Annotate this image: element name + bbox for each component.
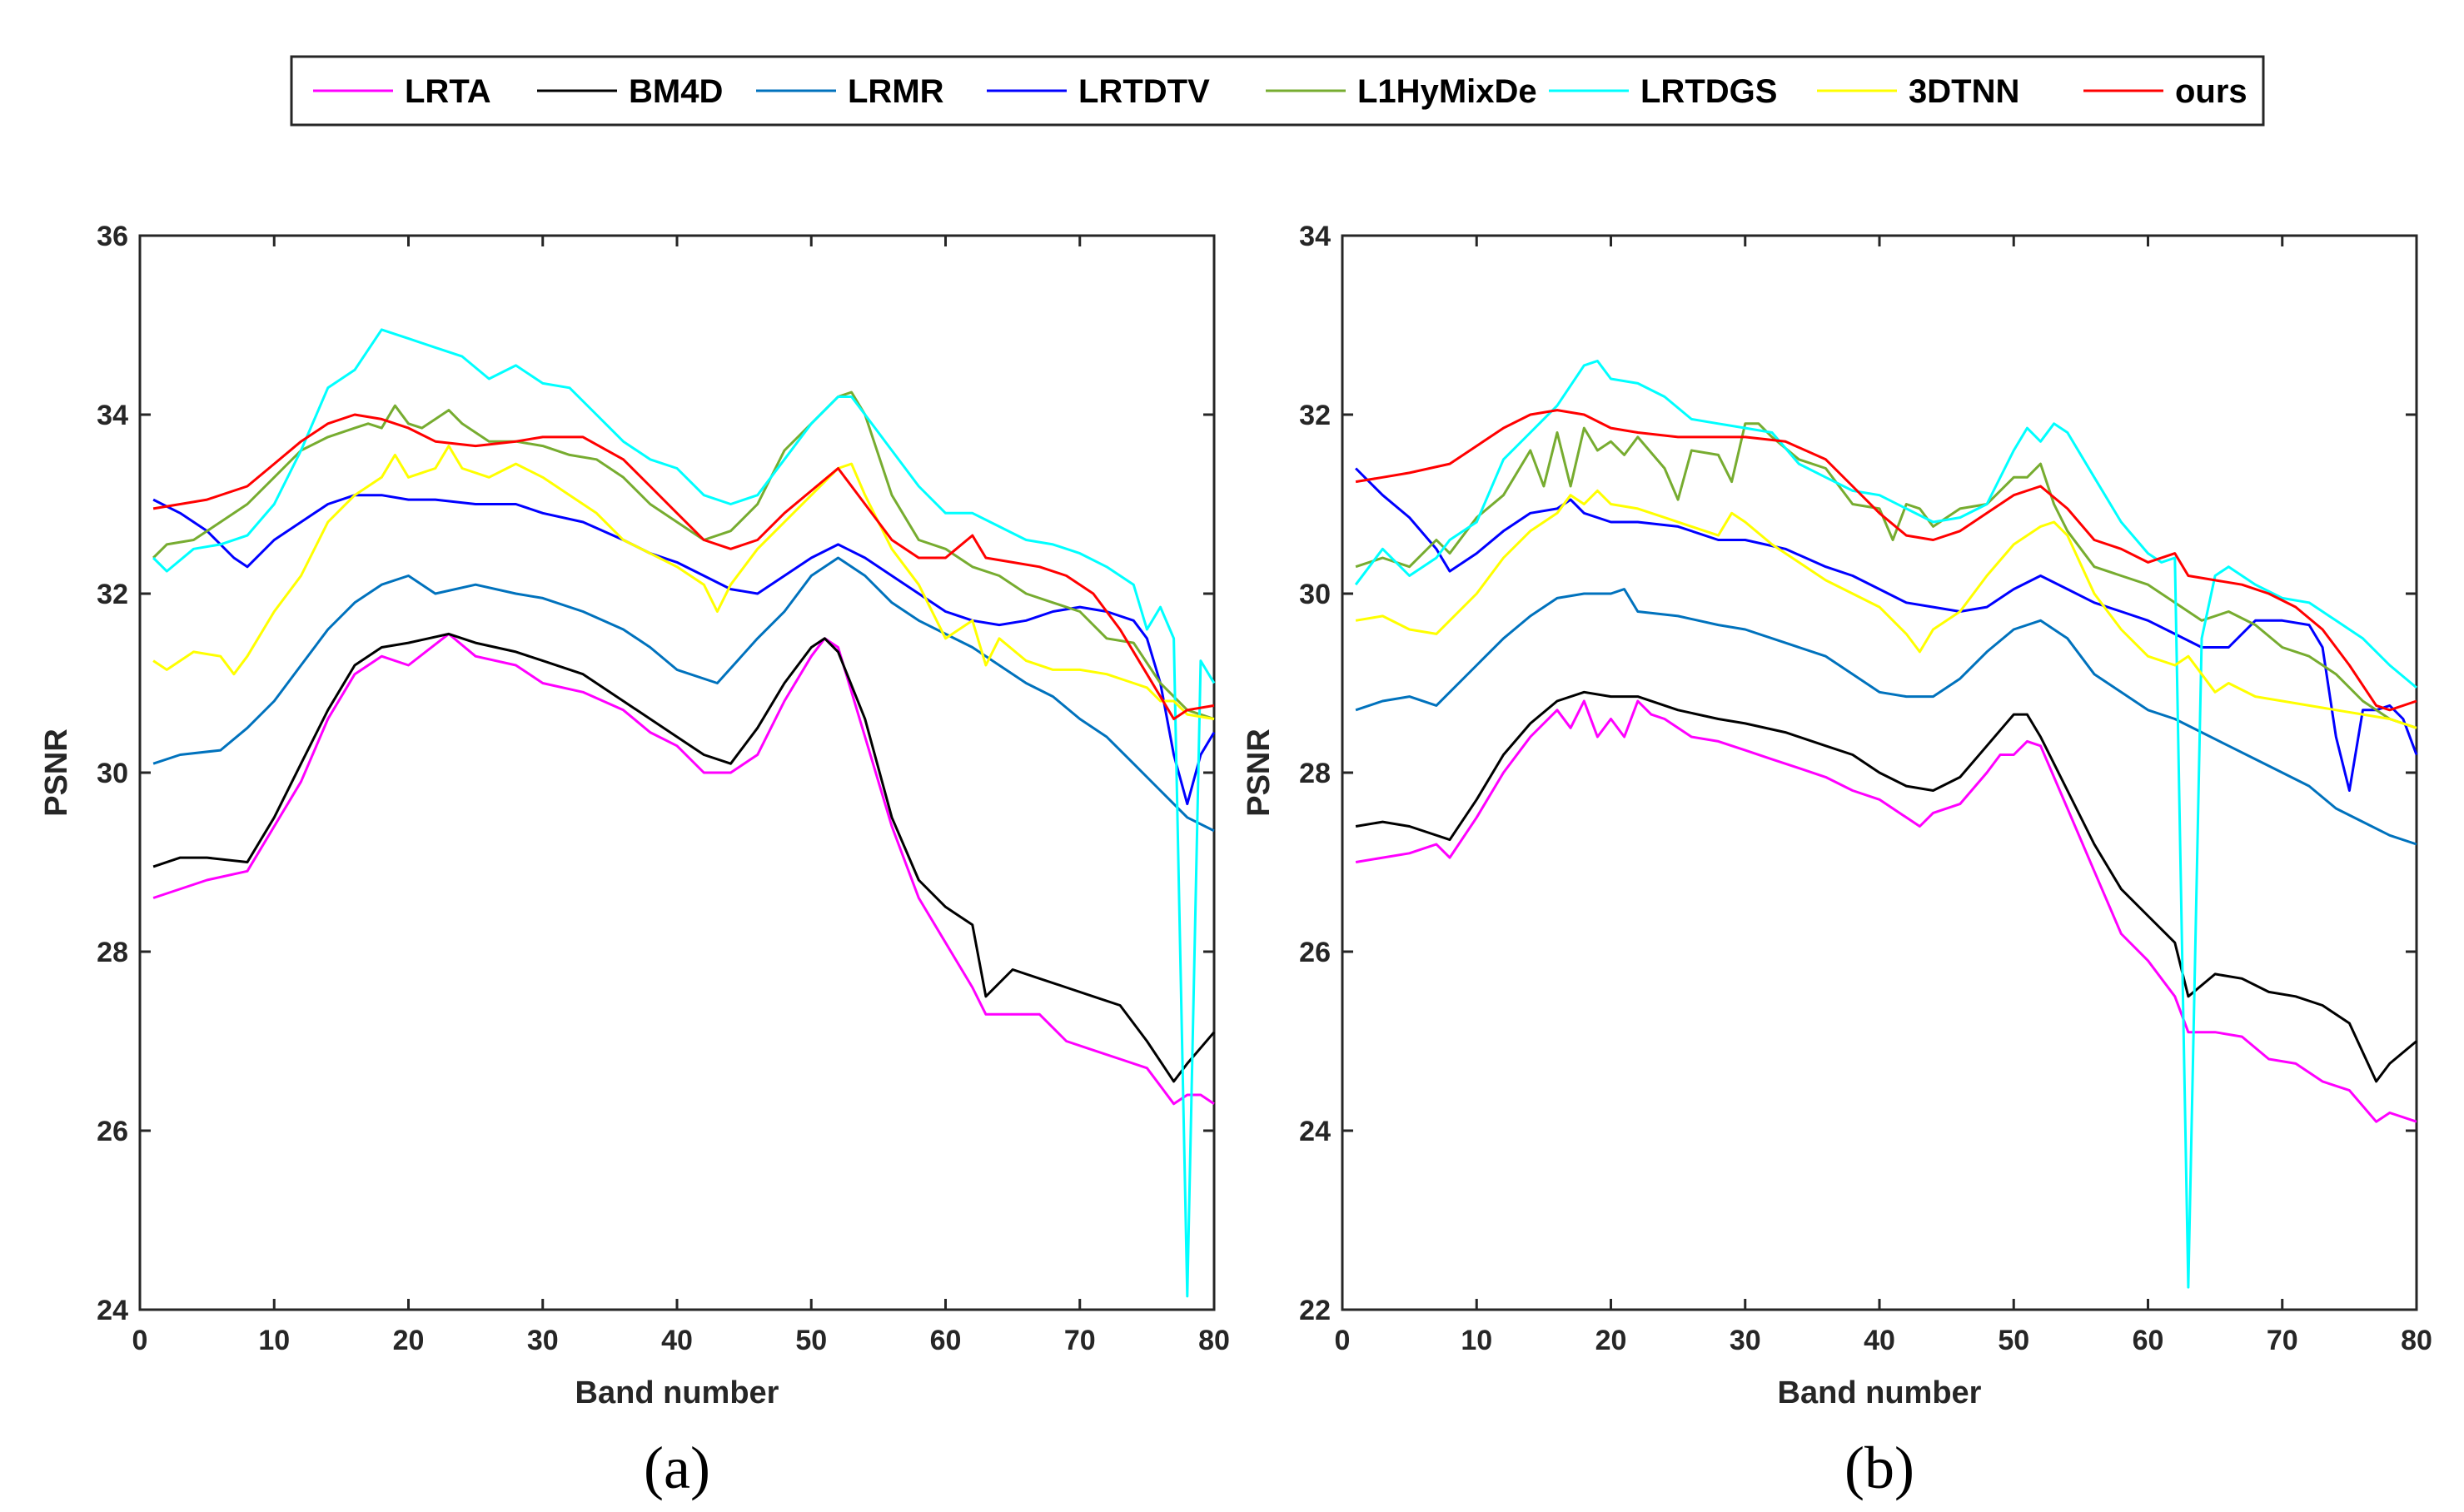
x-axis-title-b: Band number: [1778, 1375, 1982, 1410]
series-layer-b: [1354, 360, 2418, 1289]
series-line-lrta-b: [1355, 699, 2417, 1123]
x-tick-label: 30: [527, 1325, 559, 1356]
axes-ticks-b: 0 10 20 30 40 50 60 70 80 22 24 26 28 30 32 34: [1299, 221, 2432, 1356]
x-tick-label: 0: [1335, 1325, 1351, 1356]
legend: LRTA BM4D LRMR LRTDTV L1HyMixDe LRTDGS 3DTNN ou…: [290, 55, 2265, 127]
y-tick-label: 30: [97, 758, 128, 789]
y-tick-label: 22: [1299, 1295, 1331, 1326]
chart-panel-b: 0 10 20 30 40 50 60 70 80 22 24 26 28 30 32 34 Band num…: [1242, 221, 2432, 1501]
x-axis-title-a: Band number: [575, 1375, 779, 1410]
x-tick-label: 50: [795, 1325, 827, 1356]
y-tick-label: 28: [97, 937, 128, 968]
x-tick-label: 80: [1198, 1325, 1230, 1356]
y-tick-label: 34: [97, 400, 128, 431]
legend-label-lrtdgs: LRTDGS: [1640, 73, 1777, 110]
panel-label-b: (b): [1844, 1435, 1914, 1501]
series-line-bm4d-b: [1355, 690, 2417, 1083]
series-line-bm4d-a: [152, 632, 1216, 1083]
plot-area-a: [138, 234, 1216, 1311]
x-tick-label: 40: [661, 1325, 693, 1356]
series-line-lrtdgs-b: [1354, 360, 2417, 1289]
x-tick-label: 80: [2401, 1325, 2432, 1356]
series-line-3dtnn-b: [1355, 489, 2417, 729]
series-line-lrmr-b: [1355, 588, 2417, 846]
y-tick-label: 36: [97, 221, 128, 252]
y-tick-label: 26: [97, 1116, 128, 1147]
y-axis-title-b: PSNR: [1242, 729, 1277, 817]
series-line-lrta-a: [152, 632, 1215, 1106]
y-tick-label: 24: [97, 1295, 128, 1326]
axes-ticks-a: 0 10 20 30 40 50 60 70 80 24 26 28 30 32 34 36: [97, 221, 1230, 1356]
x-tick-label: 20: [393, 1325, 425, 1356]
series-line-l1hymixde-b: [1355, 422, 2417, 729]
legend-label-3dtnn: 3DTNN: [1909, 73, 2019, 110]
series-line-lrtdtv-b: [1355, 467, 2418, 792]
x-tick-label: 50: [1998, 1325, 2029, 1356]
y-tick-label: 32: [1299, 400, 1331, 431]
x-tick-label: 10: [258, 1325, 290, 1356]
series-line-3dtnn-a: [152, 445, 1215, 720]
y-tick-label: 28: [1299, 758, 1331, 789]
series-line-ours-a: [152, 413, 1215, 720]
x-tick-label: 60: [930, 1325, 962, 1356]
panel-label-a: (a): [644, 1435, 710, 1501]
x-tick-label: 20: [1595, 1325, 1627, 1356]
series-line-l1hymixde-a: [152, 390, 1215, 720]
legend-label-l1hymixde: L1HyMixDe: [1357, 73, 1537, 110]
x-tick-label: 70: [1064, 1325, 1096, 1356]
series-layer-a: [152, 328, 1216, 1298]
x-tick-label: 60: [2133, 1325, 2164, 1356]
legend-label-lrmr: LRMR: [848, 73, 944, 110]
series-line-lrtdgs-a: [152, 328, 1216, 1298]
y-tick-label: 34: [1299, 221, 1331, 252]
x-tick-label: 30: [1730, 1325, 1761, 1356]
x-tick-label: 10: [1461, 1325, 1492, 1356]
y-tick-label: 32: [97, 579, 128, 610]
y-tick-label: 26: [1299, 937, 1331, 968]
legend-label-bm4d: BM4D: [629, 73, 723, 110]
legend-label-lrta: LRTA: [405, 73, 491, 110]
x-tick-label: 40: [1864, 1325, 1895, 1356]
y-tick-label: 24: [1299, 1116, 1331, 1147]
series-line-ours-b: [1355, 409, 2417, 712]
chart-panel-a: 0 10 20 30 40 50 60 70 80 24 26 28 30 32 34 36 Band num…: [39, 221, 1230, 1501]
legend-label-ours: ours: [2175, 73, 2247, 110]
x-tick-label: 70: [2267, 1325, 2298, 1356]
series-line-lrmr-a: [152, 556, 1215, 833]
y-tick-label: 30: [1299, 579, 1331, 610]
series-line-lrtdtv-a: [152, 494, 1216, 806]
y-axis-title-a: PSNR: [39, 729, 74, 817]
x-tick-label: 0: [132, 1325, 148, 1356]
legend-label-lrtdtv: LRTDTV: [1078, 73, 1210, 110]
